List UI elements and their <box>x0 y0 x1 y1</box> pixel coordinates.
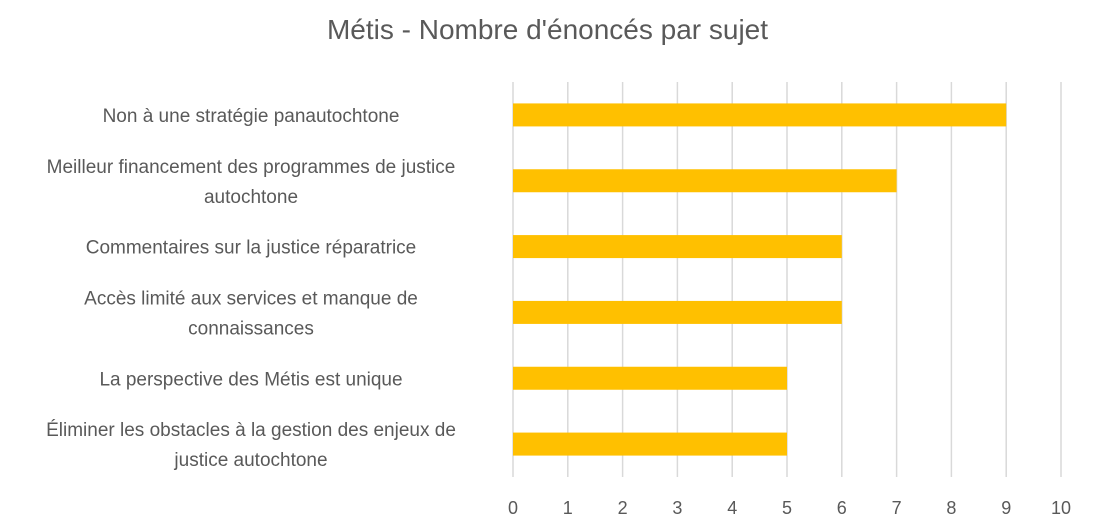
x-tick-label: 6 <box>837 498 847 518</box>
x-tick-label: 10 <box>1051 498 1071 518</box>
x-tick-label: 9 <box>1001 498 1011 518</box>
bar <box>513 235 842 259</box>
x-tick-label: 7 <box>892 498 902 518</box>
chart-title: Métis - Nombre d'énoncés par sujet <box>326 14 769 45</box>
x-tick-label: 3 <box>672 498 682 518</box>
bar <box>513 366 787 390</box>
bar <box>513 300 842 324</box>
category-label: Non à une stratégie panautochtone <box>103 106 400 127</box>
category-label: La perspective des Métis est unique <box>99 369 402 390</box>
x-tick-label: 8 <box>946 498 956 518</box>
x-tick-label: 2 <box>618 498 628 518</box>
bar <box>513 169 897 193</box>
x-tick-label: 4 <box>727 498 737 518</box>
x-tick-label: 1 <box>563 498 573 518</box>
category-label: Meilleur financement des programmes de j… <box>47 157 456 208</box>
x-tick-label: 5 <box>782 498 792 518</box>
category-label: Accès limité aux services et manque de co… <box>84 288 418 339</box>
bar <box>513 432 787 456</box>
bar <box>513 103 1007 127</box>
category-label: Commentaires sur la justice réparatrice <box>86 238 417 259</box>
x-tick-label: 0 <box>508 498 518 518</box>
category-label: Éliminer les obstacles à la gestion des … <box>46 420 456 471</box>
